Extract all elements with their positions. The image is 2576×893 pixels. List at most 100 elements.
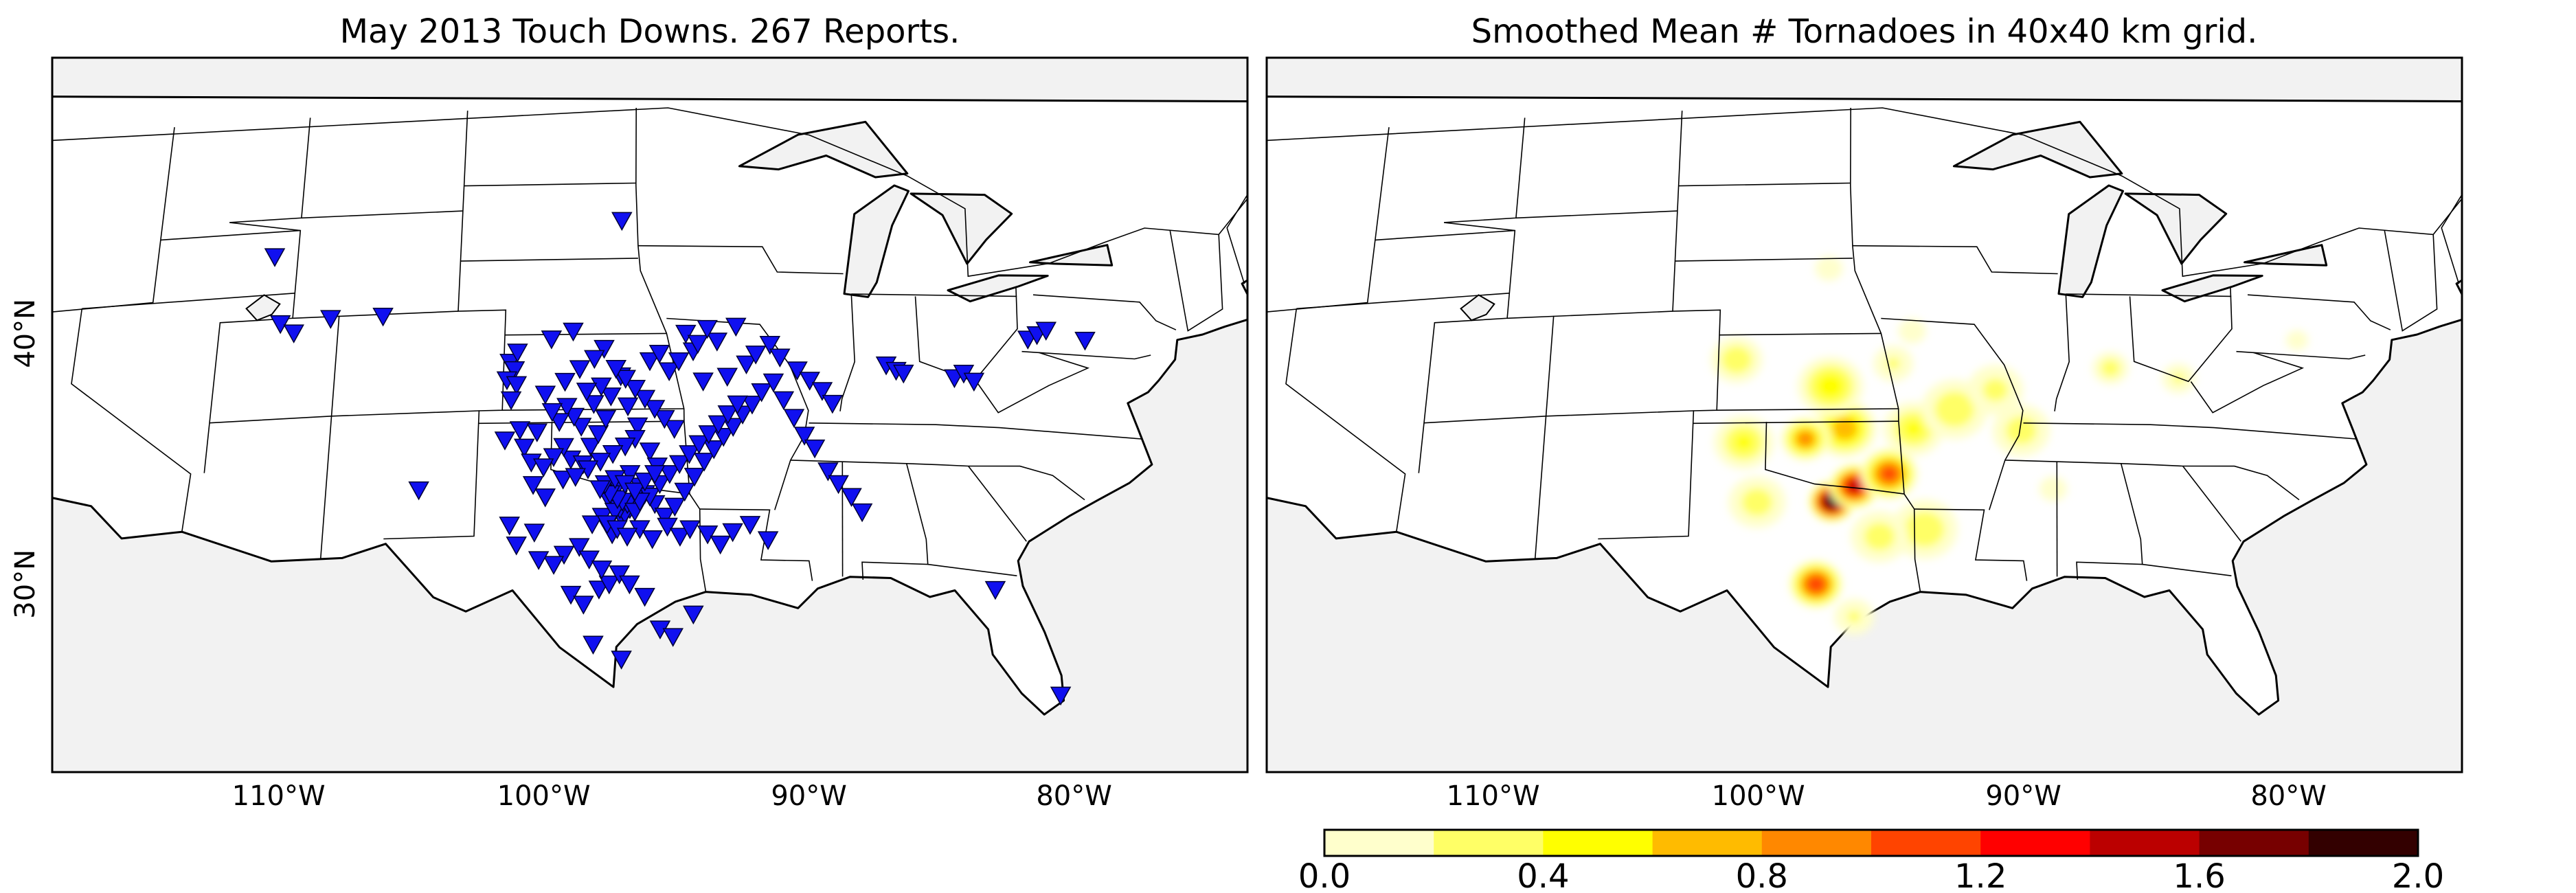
- tornado-report-marker: [654, 508, 676, 527]
- state-boundary: [2066, 293, 2232, 297]
- tornado-report-marker: [757, 531, 779, 550]
- tornado-report-marker: [611, 651, 632, 670]
- tornado-report-marker: [1074, 332, 1096, 351]
- tornado-report-marker: [584, 350, 605, 370]
- tornado-report-marker: [580, 438, 602, 457]
- density-contour: [1807, 576, 1825, 593]
- colorbar-swatch: [1434, 830, 1544, 856]
- state-boundary: [1375, 229, 1515, 241]
- tornado-report-marker: [741, 396, 763, 415]
- state-boundary: [1296, 293, 1510, 310]
- density-contour: [1847, 610, 1862, 623]
- tornado-report-marker: [532, 458, 554, 477]
- tornado-report-marker: [619, 575, 640, 595]
- longitude-tick-label: 90°W: [771, 780, 846, 812]
- state-boundary: [1719, 332, 1882, 336]
- state-boundary: [1717, 408, 1899, 411]
- mexico-border: [121, 531, 386, 563]
- latitude-tick-label: 30°N: [10, 550, 41, 619]
- colorbar-swatch: [2308, 830, 2419, 856]
- density-contour: [1721, 346, 1752, 374]
- state-boundary: [699, 508, 813, 581]
- tornado-report-marker: [1035, 321, 1057, 341]
- tornado-report-marker: [523, 523, 545, 543]
- tornado-report-marker: [725, 317, 747, 337]
- state-boundary: [1285, 308, 1406, 532]
- tornado-report-marker: [569, 538, 590, 557]
- tornado-report-marker: [669, 528, 691, 547]
- colorbar-tick-label: 0.8: [1736, 857, 1788, 893]
- state-boundary: [927, 563, 1017, 576]
- tornado-report-marker: [657, 517, 678, 537]
- tornado-report-marker: [984, 580, 1006, 600]
- state-boundary: [967, 466, 1027, 542]
- tornado-report-markers: [264, 212, 1096, 706]
- tornado-report-marker: [648, 344, 670, 364]
- tornado-report-marker: [783, 409, 805, 428]
- tornado-report-marker: [893, 364, 914, 384]
- tornado-report-marker: [626, 417, 648, 437]
- colorbar-swatch: [1761, 830, 1872, 856]
- tornado-report-marker: [963, 372, 985, 392]
- state-boundary: [1032, 294, 1177, 330]
- longitude-tick-label: 110°W: [1447, 780, 1540, 812]
- state-boundary: [1852, 245, 2058, 275]
- state-boundary: [301, 210, 463, 219]
- state-boundary: [2054, 293, 2070, 411]
- tornado-report-marker: [644, 465, 666, 484]
- tornado-report-marker: [664, 497, 686, 517]
- state-boundary: [2384, 229, 2438, 332]
- tornado-report-marker: [697, 525, 719, 545]
- density-contour: [1847, 480, 1862, 493]
- tornado-report-marker: [616, 528, 638, 547]
- tornado-report-marker: [688, 435, 710, 455]
- tornado-report-marker: [822, 394, 844, 414]
- colorbar-tick-label: 0.0: [1298, 857, 1351, 893]
- state-boundary: [1765, 422, 1905, 495]
- tornado-report-marker: [548, 413, 570, 432]
- state-boundary: [2023, 422, 2356, 440]
- state-boundary: [293, 310, 459, 319]
- colorbar-tick-label: 2.0: [2392, 857, 2444, 893]
- right-map-title: Smoothed Mean # Tornadoes in 40x40 km gr…: [1471, 12, 2258, 51]
- tornado-report-marker: [506, 376, 528, 396]
- tornado-report-marker: [605, 359, 627, 379]
- tornado-report-marker: [507, 343, 528, 363]
- tornado-report-marker: [541, 330, 563, 350]
- colorbar-tick-label: 1.6: [2173, 857, 2225, 893]
- tornado-report-marker: [594, 339, 615, 359]
- tornado-report-marker: [611, 212, 633, 231]
- density-contour: [2039, 476, 2067, 501]
- tornado-report-marker: [609, 565, 630, 585]
- great-lake: [738, 120, 909, 179]
- density-contour: [1886, 357, 1901, 370]
- tornado-report-marker: [589, 480, 611, 499]
- tornado-report-marker: [1050, 686, 1072, 706]
- tornado-report-marker: [644, 400, 666, 419]
- tornado-report-marker: [269, 315, 291, 335]
- density-contour: [1741, 488, 1773, 517]
- state-boundary: [1693, 420, 1899, 425]
- great-lake: [2124, 192, 2228, 265]
- tornado-report-marker: [513, 438, 535, 458]
- tornado-report-marker: [534, 488, 556, 508]
- colorbar-frame: [1323, 828, 2419, 857]
- great-lake: [947, 274, 1049, 303]
- state-boundary: [2182, 466, 2241, 542]
- great-lake: [2161, 274, 2263, 303]
- tornado-report-marker: [565, 468, 587, 487]
- colorbar-swatch: [2090, 830, 2200, 856]
- state-boundary: [975, 352, 1090, 414]
- tornado-report-marker: [787, 361, 808, 381]
- tornado-report-marker: [706, 332, 728, 352]
- right-map-panel: 110°W 100°W 90°W 80°W: [1265, 56, 2463, 812]
- tornado-report-marker: [658, 362, 680, 382]
- tornado-report-marker: [679, 445, 700, 464]
- density-contour: [2285, 330, 2309, 350]
- tornado-report-marker: [716, 368, 738, 387]
- state-boundary: [2236, 350, 2366, 360]
- tornado-report-marker: [727, 395, 748, 415]
- tornado-report-marker: [662, 628, 683, 647]
- state-boundary: [1021, 350, 1151, 360]
